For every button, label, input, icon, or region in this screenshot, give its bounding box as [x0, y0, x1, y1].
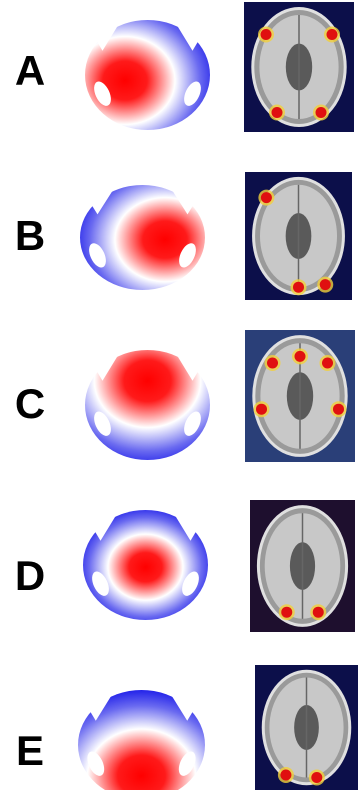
activation [280, 769, 292, 781]
activation [293, 281, 304, 293]
brain-image [245, 330, 355, 462]
topography [83, 348, 212, 460]
topography [83, 18, 212, 130]
activation [333, 403, 344, 415]
topography [78, 183, 207, 290]
topo-map [85, 20, 210, 130]
activation [294, 350, 306, 362]
activation [271, 107, 283, 118]
activation [319, 279, 331, 291]
activation [312, 606, 324, 618]
topography [76, 688, 207, 795]
notch [83, 348, 123, 381]
brain-image [255, 665, 358, 790]
notch [167, 183, 207, 215]
notch [78, 183, 118, 215]
activation [315, 107, 327, 118]
topo-map [78, 690, 205, 795]
brain-image [244, 2, 354, 132]
activation [311, 772, 323, 783]
activation [281, 606, 293, 618]
activation [260, 192, 272, 204]
topo-map [83, 510, 208, 620]
topography [81, 508, 210, 620]
ear [182, 571, 199, 596]
activation [326, 29, 338, 40]
ear [92, 571, 109, 596]
notch [170, 508, 210, 541]
panel-label: D [15, 552, 45, 599]
ear [94, 411, 111, 436]
notch [83, 18, 123, 51]
notch [81, 508, 121, 541]
topo-map [85, 350, 210, 460]
ear [184, 411, 201, 436]
panel-label: C [15, 380, 45, 427]
panel-label: B [15, 212, 45, 259]
notch [76, 688, 117, 721]
ear [184, 81, 201, 106]
panel-label: E [16, 727, 44, 774]
ear [179, 243, 196, 268]
ear [87, 751, 105, 776]
activation [256, 403, 267, 415]
activation [260, 29, 272, 40]
notch [172, 18, 212, 51]
panel-label: A [15, 47, 45, 94]
activation [322, 357, 333, 369]
topo-map [80, 185, 205, 290]
notch [172, 348, 212, 381]
ear [94, 81, 111, 106]
brain-image [245, 172, 352, 300]
brain-image [250, 500, 355, 632]
ear [89, 243, 106, 268]
ear [178, 751, 196, 776]
notch [166, 688, 207, 721]
activation [267, 357, 278, 369]
